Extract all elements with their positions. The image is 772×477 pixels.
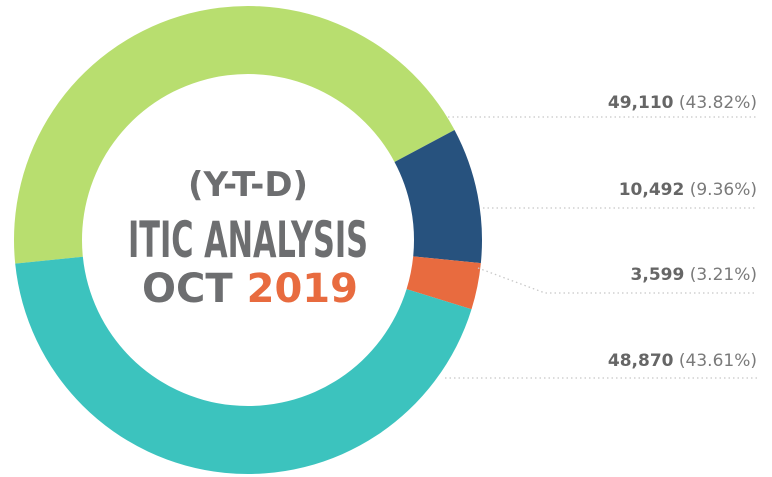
slice-percent: (43.61%) bbox=[679, 351, 757, 371]
slice-percent: (9.36%) bbox=[690, 180, 757, 200]
slice bbox=[15, 256, 472, 475]
year: 2019 bbox=[247, 266, 358, 312]
center-date: OCT 2019 bbox=[142, 266, 358, 312]
leaders bbox=[445, 116, 757, 379]
center-line: (Y-T-D) bbox=[188, 165, 308, 205]
slice-value: 49,110 bbox=[608, 93, 674, 113]
slice-value: 3,599 bbox=[631, 265, 685, 285]
slice bbox=[13, 5, 455, 264]
slice bbox=[406, 256, 481, 310]
slice-value: 48,870 bbox=[608, 351, 674, 371]
slice-percent: (43.82%) bbox=[679, 93, 757, 113]
slice-percent: (3.21%) bbox=[690, 265, 757, 285]
slice bbox=[394, 129, 483, 264]
slice-label: 49,110 (43.82%) bbox=[608, 93, 757, 113]
slice-value: 10,492 bbox=[619, 180, 685, 200]
leader-line bbox=[477, 267, 757, 294]
slice-label: 48,870 (43.61%) bbox=[608, 351, 757, 371]
center-line: ITIC ANALYSIS bbox=[128, 211, 368, 269]
month: OCT bbox=[142, 266, 233, 312]
slice-label: 10,492 (9.36%) bbox=[619, 180, 757, 200]
donut bbox=[13, 5, 483, 475]
slice-label: 3,599 (3.21%) bbox=[631, 265, 757, 285]
